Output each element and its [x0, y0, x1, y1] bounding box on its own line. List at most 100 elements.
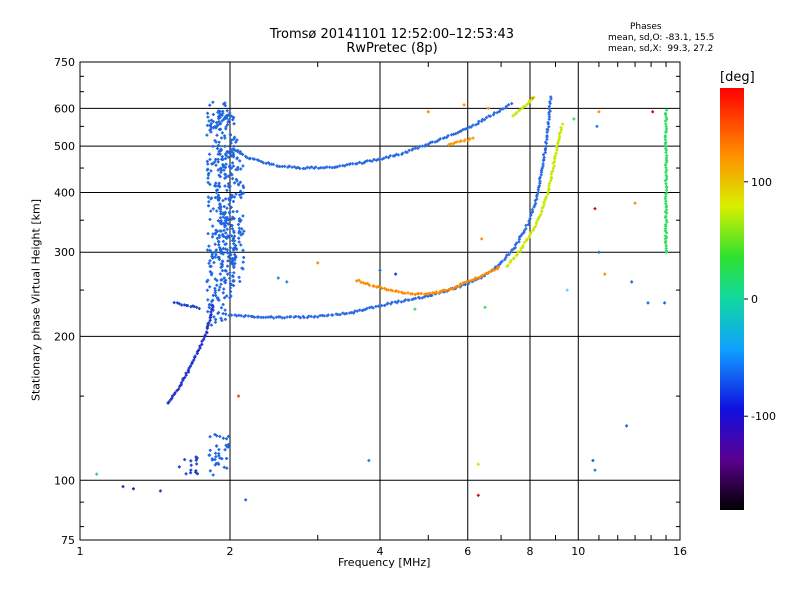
trace-point	[537, 186, 541, 190]
cluster-point	[208, 103, 212, 107]
cluster-point	[211, 293, 215, 297]
cluster-point	[232, 265, 236, 269]
cluster-point	[218, 185, 222, 189]
trace-point	[663, 163, 667, 167]
cluster-point	[208, 157, 212, 161]
trace-point	[523, 104, 527, 108]
trace-point	[366, 281, 370, 285]
trace-point	[261, 161, 265, 165]
scatter-point	[236, 394, 240, 398]
trace-point	[367, 283, 371, 287]
cluster-point	[217, 311, 221, 315]
trace-point	[316, 315, 320, 319]
cluster-point	[231, 177, 235, 181]
trace-point	[495, 267, 499, 271]
cluster-point	[214, 248, 218, 252]
trace-point	[454, 132, 458, 136]
trace-point	[205, 325, 209, 329]
trace-point	[309, 314, 313, 318]
cluster-point	[205, 133, 209, 137]
cluster-point	[217, 243, 221, 247]
trace-point	[234, 149, 238, 153]
cluster-point	[224, 221, 228, 225]
scatter-point	[462, 103, 466, 107]
cluster-point	[209, 122, 213, 126]
trace-point	[206, 323, 210, 327]
trace-point	[544, 195, 548, 199]
trace-point	[525, 102, 529, 106]
cluster-point	[220, 119, 224, 123]
trace-point	[180, 303, 184, 307]
trace-point	[559, 126, 563, 130]
cluster-point	[217, 149, 221, 153]
cluster-point	[215, 147, 219, 151]
cluster-point	[217, 448, 221, 452]
trace-point	[501, 107, 505, 111]
cluster-point	[230, 138, 234, 142]
cluster-point	[205, 159, 209, 163]
trace-point	[522, 229, 526, 233]
cluster-point	[235, 210, 239, 214]
cluster-point	[227, 255, 231, 259]
trace-point	[292, 165, 296, 169]
cluster-point	[217, 143, 221, 147]
trace-point	[308, 166, 312, 170]
trace-point	[410, 292, 414, 296]
cluster-point	[233, 181, 237, 185]
cluster-point	[218, 109, 222, 113]
trace-point	[374, 304, 378, 308]
trace-point	[287, 164, 291, 168]
cluster-point	[238, 193, 242, 197]
trace-point	[459, 139, 463, 143]
cluster-point	[215, 236, 219, 240]
trace-point	[664, 214, 668, 218]
trace-point	[383, 303, 387, 307]
cluster-point	[221, 303, 225, 307]
trace-point	[370, 159, 374, 163]
trace-point	[394, 289, 398, 293]
trace-point	[542, 200, 546, 204]
cluster-point	[208, 453, 212, 457]
trace-point	[393, 154, 397, 158]
trace-point	[252, 315, 256, 319]
cluster-point	[208, 217, 212, 221]
trace-point	[338, 313, 342, 317]
cluster-point	[229, 260, 233, 264]
cluster-point	[206, 195, 210, 199]
cluster-point	[211, 207, 215, 211]
cluster-point	[222, 102, 226, 106]
trace-point	[413, 293, 417, 296]
trace-point	[303, 167, 307, 171]
cluster-point	[233, 246, 237, 250]
cluster-point	[232, 137, 236, 141]
trace-point	[183, 376, 187, 380]
cluster-point	[228, 234, 232, 238]
cluster-point	[217, 115, 221, 119]
cluster-point	[238, 230, 242, 234]
cluster-point	[221, 199, 225, 203]
trace-point	[192, 304, 196, 308]
cluster-point	[217, 181, 221, 185]
cluster-point	[215, 278, 219, 282]
trace-point	[416, 146, 420, 150]
cluster-point	[210, 457, 214, 461]
cluster-point	[232, 115, 236, 119]
cluster-point	[223, 269, 227, 273]
trace-point	[547, 104, 551, 108]
trace-point	[553, 160, 557, 164]
scatter-point	[285, 280, 289, 284]
scatter-point	[531, 96, 535, 100]
cluster-point	[226, 264, 230, 268]
cluster-point	[230, 217, 234, 221]
x-tick-label: 8	[527, 545, 534, 558]
scatter-point	[486, 106, 490, 110]
x-axis-label: Frequency [MHz]	[338, 556, 431, 569]
scatter-point	[565, 288, 569, 292]
cluster-point	[214, 140, 218, 144]
trace-point	[363, 160, 367, 164]
trace-point	[326, 313, 330, 317]
cluster-point	[229, 166, 233, 170]
trace-point	[515, 253, 519, 257]
trace-point	[241, 152, 245, 156]
trace-point	[438, 289, 442, 293]
